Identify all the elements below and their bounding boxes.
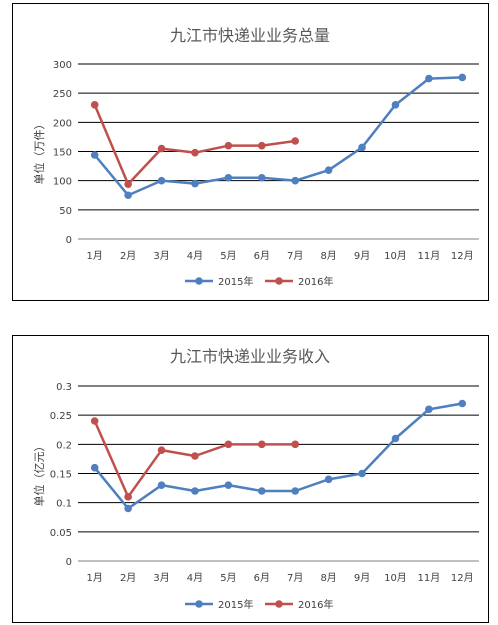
data-point bbox=[157, 144, 166, 153]
x-tick-label: 9月 bbox=[354, 572, 370, 584]
chart-volume-svg: 九江市快递业业务总量 0 50 100 150 200 250 300 1月 2月 3月 4月 5月 6月… bbox=[32, 26, 479, 288]
data-point bbox=[425, 405, 433, 414]
x-tick-label: 5月 bbox=[220, 572, 236, 584]
x-tick-label: 2月 bbox=[120, 572, 136, 584]
x-tick-label: 5月 bbox=[220, 250, 236, 262]
data-point bbox=[157, 176, 166, 185]
x-tick-label: 3月 bbox=[153, 250, 169, 262]
y-tick-label: 0.25 bbox=[50, 411, 72, 422]
y-axis-label: 单位（万件） bbox=[32, 119, 46, 185]
data-point bbox=[291, 440, 300, 449]
legend-marker bbox=[275, 277, 283, 285]
data-point bbox=[224, 440, 233, 449]
data-point bbox=[291, 487, 300, 495]
data-point bbox=[157, 481, 166, 489]
data-point bbox=[257, 487, 266, 495]
x-tick-label: 11月 bbox=[418, 572, 441, 584]
data-point bbox=[257, 440, 266, 449]
x-tick-label: 7月 bbox=[287, 250, 303, 262]
y-tick-label: 0.15 bbox=[50, 470, 72, 481]
data-point bbox=[324, 475, 333, 484]
legend-label: 2016年 bbox=[298, 275, 333, 288]
y-tick-label: 0.05 bbox=[50, 528, 72, 539]
data-point bbox=[291, 137, 300, 145]
legend-label: 2016年 bbox=[298, 598, 333, 611]
data-point bbox=[391, 101, 400, 109]
data-point bbox=[191, 452, 199, 460]
y-tick-label: 0.3 bbox=[56, 382, 72, 393]
data-point bbox=[224, 481, 233, 489]
chart-revenue-svg: 九江市快递业业务收入 0 0.05 0.1 0.15 0.2 0.25 0.3 1月 2月 3月 4月… bbox=[32, 347, 479, 611]
x-tick-label: 12月 bbox=[451, 572, 474, 584]
data-point bbox=[124, 180, 132, 188]
data-point bbox=[191, 148, 199, 157]
y-axis-label: 单位（亿元） bbox=[32, 441, 46, 507]
x-tick-label: 3月 bbox=[153, 572, 169, 584]
data-point bbox=[458, 73, 467, 82]
y-tick-label: 250 bbox=[53, 89, 72, 100]
data-point bbox=[90, 101, 99, 109]
x-tick-label: 11月 bbox=[418, 250, 441, 262]
chart-title: 九江市快递业业务收入 bbox=[170, 347, 330, 366]
x-tick-label: 12月 bbox=[451, 250, 474, 262]
data-point bbox=[124, 504, 132, 513]
chart-volume: 九江市快递业业务总量 0 50 100 150 200 250 300 1月 2月 3月 4月 5月 6月… bbox=[12, 3, 489, 301]
data-point bbox=[157, 446, 166, 454]
x-tick-label: 8月 bbox=[320, 572, 336, 584]
y-tick-label: 300 bbox=[53, 60, 72, 71]
x-tick-label: 9月 bbox=[354, 250, 370, 262]
data-point bbox=[90, 463, 99, 472]
data-point bbox=[90, 417, 99, 425]
x-tick-label: 4月 bbox=[187, 250, 203, 262]
legend-marker bbox=[195, 277, 203, 285]
data-point bbox=[358, 469, 366, 478]
data-point bbox=[257, 173, 266, 182]
data-point bbox=[224, 141, 233, 150]
legend-label: 2015年 bbox=[218, 598, 253, 611]
y-tick-label: 0 bbox=[66, 557, 72, 568]
data-point bbox=[257, 141, 266, 150]
x-tick-label: 6月 bbox=[254, 250, 270, 262]
chart-revenue: 九江市快递业业务收入 0 0.05 0.1 0.15 0.2 0.25 0.3 1月 2月 3月 4月… bbox=[12, 335, 489, 623]
data-point bbox=[291, 176, 300, 185]
legend-marker bbox=[275, 600, 283, 608]
data-point bbox=[191, 487, 199, 495]
y-tick-label: 0.1 bbox=[56, 499, 72, 510]
data-point bbox=[425, 74, 433, 83]
x-tick-label: 4月 bbox=[187, 572, 203, 584]
y-tick-label: 0.2 bbox=[56, 440, 72, 451]
y-tick-label: 150 bbox=[53, 148, 72, 159]
y-tick-label: 100 bbox=[53, 177, 72, 188]
x-tick-label: 10月 bbox=[384, 250, 407, 262]
data-point bbox=[358, 143, 366, 152]
x-tick-label: 1月 bbox=[87, 250, 103, 262]
x-tick-label: 10月 bbox=[384, 572, 407, 584]
data-point bbox=[458, 399, 467, 408]
x-tick-label: 6月 bbox=[254, 572, 270, 584]
x-tick-label: 2月 bbox=[120, 250, 136, 262]
y-tick-label: 50 bbox=[59, 206, 72, 217]
data-point bbox=[224, 173, 233, 182]
x-tick-label: 7月 bbox=[287, 572, 303, 584]
series-line-0 bbox=[93, 402, 463, 510]
data-point bbox=[391, 434, 400, 443]
data-point bbox=[90, 151, 99, 159]
data-point bbox=[124, 493, 132, 501]
x-tick-label: 1月 bbox=[87, 572, 103, 584]
legend-label: 2015年 bbox=[218, 275, 253, 288]
data-point bbox=[191, 179, 199, 188]
x-tick-label: 8月 bbox=[320, 250, 336, 262]
chart-title: 九江市快递业业务总量 bbox=[170, 26, 330, 45]
y-tick-label: 0 bbox=[66, 235, 72, 246]
data-point bbox=[324, 166, 333, 174]
legend-marker bbox=[195, 600, 203, 608]
y-tick-label: 200 bbox=[53, 118, 72, 129]
data-point bbox=[124, 191, 132, 200]
series-line-0 bbox=[93, 76, 463, 197]
